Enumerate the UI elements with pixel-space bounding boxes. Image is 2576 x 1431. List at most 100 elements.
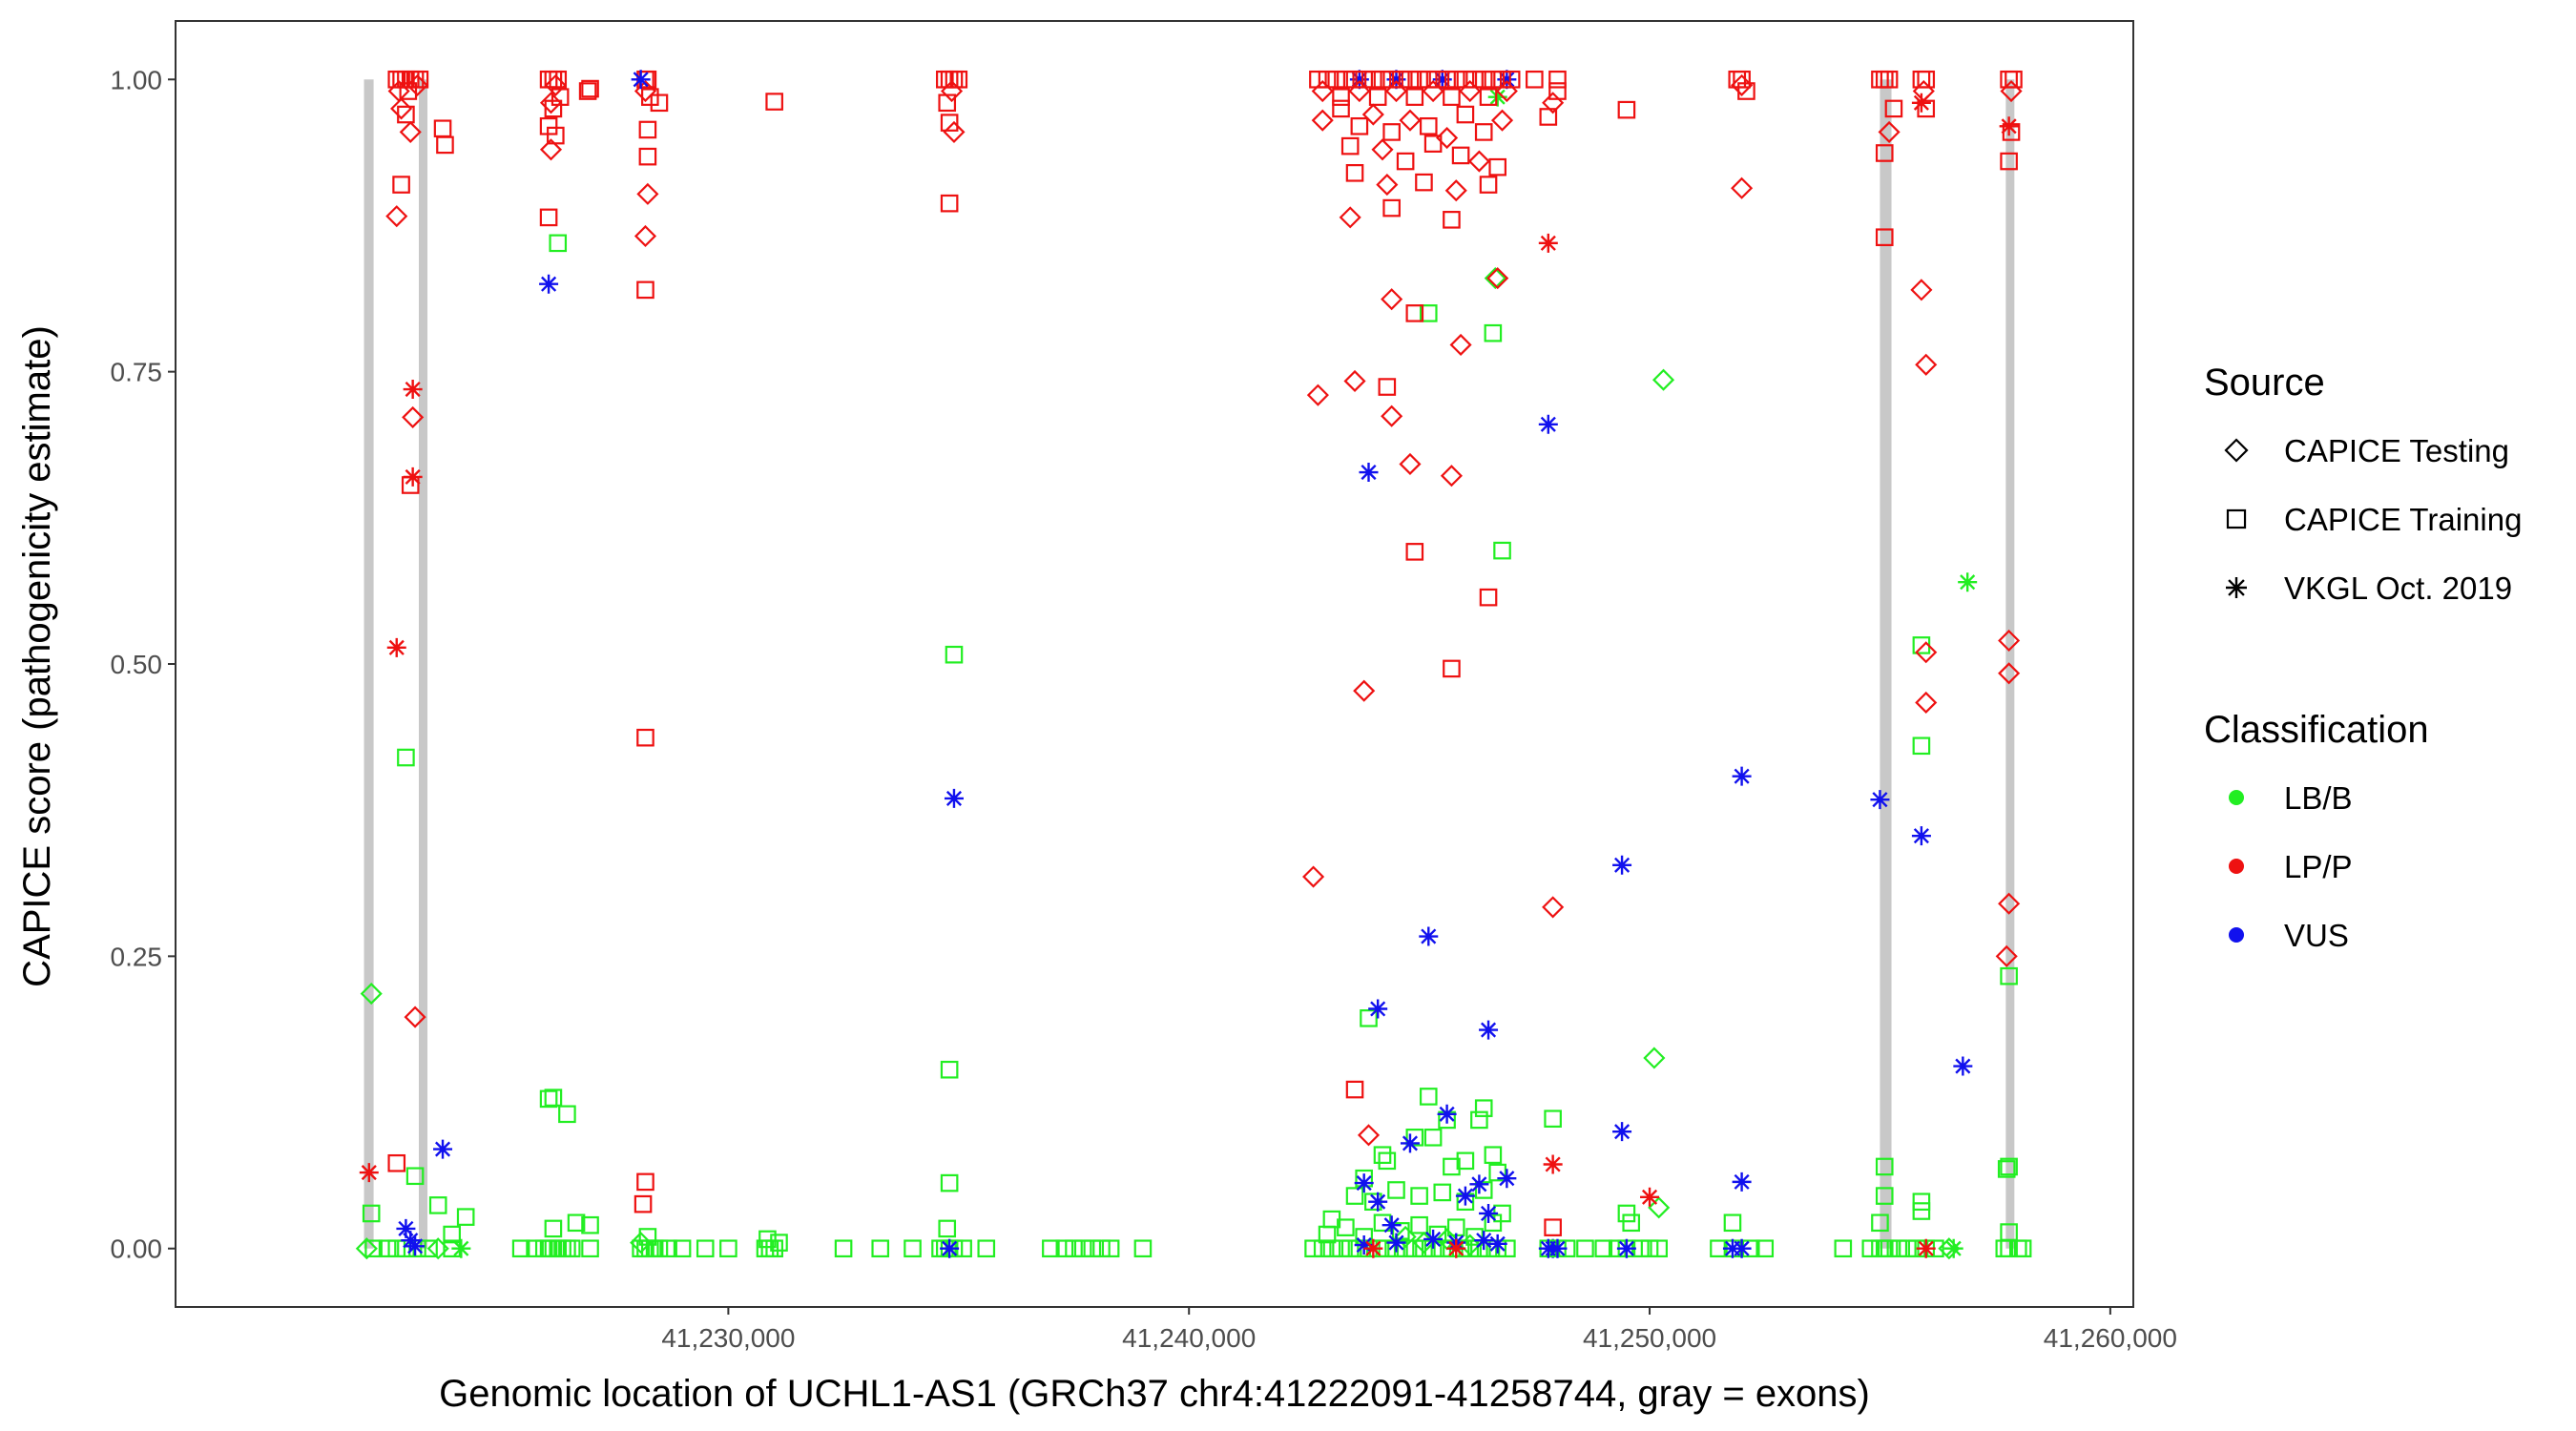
data-point-square-lb: [1396, 1239, 1415, 1258]
data-point-square-lp: [1479, 588, 1498, 607]
legend-classification-label: LB/B: [2284, 780, 2353, 816]
data-point-asterisk-vus: [539, 274, 559, 294]
data-point-diamond-lp: [539, 138, 563, 161]
data-point-square-lp: [1350, 116, 1369, 135]
data-point-diamond-lp: [943, 120, 966, 143]
data-point-square-lp: [410, 70, 429, 89]
data-point-asterisk-vus: [1386, 70, 1406, 90]
data-point-square-lb: [1899, 1239, 1917, 1258]
data-point-asterisk-lb: [1943, 1238, 1963, 1258]
data-point-square-lp: [1396, 152, 1415, 171]
data-point-diamond-lp: [390, 97, 413, 120]
data-point-asterisk-vus: [1437, 1104, 1457, 1124]
data-point-diamond-lp: [1311, 109, 1334, 132]
data-point-asterisk-lp: [1543, 1154, 1563, 1174]
data-point-diamond-lp: [1302, 865, 1325, 888]
data-point-diamond-lp: [1348, 79, 1371, 103]
data-point-square-lb: [1875, 1157, 1894, 1176]
data-point-asterisk-vus: [1455, 1186, 1475, 1206]
legend-source-label: VKGL Oct. 2019: [2284, 570, 2512, 606]
data-point-square-lb: [1387, 1181, 1405, 1199]
data-point-diamond-lp: [405, 73, 429, 96]
data-point-square-lb: [1544, 1110, 1562, 1129]
data-point-square-lb: [1465, 1228, 1484, 1246]
data-point-asterisk-lb: [1487, 87, 1507, 107]
data-point-diamond-lp: [1998, 662, 2021, 685]
data-point-square-lb: [1912, 1192, 1931, 1212]
data-point-square-lb: [1042, 1239, 1060, 1258]
data-point-square-lb: [443, 1225, 461, 1244]
data-point-square-lp: [1474, 123, 1493, 141]
legend-classification-title: Classification: [2204, 709, 2429, 751]
data-point-square-lp: [1364, 70, 1382, 89]
data-point-diamond-lp: [1915, 353, 1938, 376]
x-tick-label: 41,240,000: [1122, 1323, 1256, 1353]
data-point-diamond-lp: [1306, 384, 1329, 406]
data-point-asterisk-vus: [1349, 70, 1369, 90]
data-point-square-lp: [1345, 1080, 1364, 1099]
data-point-asterisk-vus: [396, 1218, 416, 1238]
data-point-square-lp: [1474, 70, 1493, 89]
data-point-square-lp: [1479, 176, 1498, 194]
data-point-square-lp: [1917, 70, 1936, 89]
data-point-square-lb: [1133, 1239, 1153, 1258]
data-point-asterisk-vus: [1612, 1122, 1632, 1142]
data-point-asterisk-vus: [433, 1139, 453, 1159]
data-point-square-lb: [1360, 1009, 1378, 1027]
data-point-square-lb: [1650, 1239, 1668, 1258]
data-point-square-lb: [1332, 1239, 1350, 1258]
data-point-diamond-lb: [1484, 267, 1506, 290]
data-point-square-lp: [938, 93, 957, 113]
data-point-square-lb: [977, 1239, 996, 1258]
y-tick-label: 0.25: [111, 942, 163, 971]
data-point-square-lb: [770, 1234, 788, 1252]
data-point-square-lp: [636, 1172, 654, 1192]
data-point-square-lp: [2005, 70, 2023, 89]
legend-classification-items: LB/B LP/P VUS: [2229, 780, 2353, 953]
data-point-square-lb: [362, 1204, 381, 1223]
data-point-square-lp: [1378, 378, 1397, 396]
data-point-asterisk-vus: [1359, 463, 1379, 483]
data-point-diamond-lp: [1998, 892, 2021, 915]
data-point-diamond-lp: [1998, 629, 2021, 653]
legend-lp-swatch-icon: [2229, 859, 2244, 874]
data-point-asterisk-vus: [1548, 1238, 1568, 1258]
data-point-square-lb: [940, 1173, 959, 1192]
data-point-asterisk-lp: [1911, 93, 1931, 113]
data-point-square-lb: [1405, 1239, 1424, 1258]
data-point-square-lp: [638, 120, 657, 139]
data-point-square-lb: [1101, 1239, 1120, 1258]
data-point-diamond-lb: [1394, 1225, 1417, 1249]
data-point-asterisk-vus: [944, 788, 964, 808]
data-point-square-lp: [539, 208, 558, 227]
data-point-diamond-lp: [1878, 120, 1901, 143]
data-point-square-lb: [673, 1239, 692, 1258]
data-point-square-lp: [387, 1153, 406, 1172]
data-point-square-lb: [1498, 1239, 1516, 1258]
data-point-square-lp: [399, 82, 418, 100]
data-point-asterisk-vus: [1870, 790, 1890, 810]
data-point-square-lb: [1415, 1239, 1433, 1258]
data-point-square-lb: [1997, 1160, 2016, 1178]
data-point-asterisk-vus: [1497, 70, 1517, 90]
data-point-square-lp: [2002, 123, 2021, 141]
data-point-square-lp: [1456, 105, 1475, 124]
data-point-diamond-lp: [1399, 109, 1422, 132]
data-point-asterisk-lp: [403, 380, 423, 400]
data-point-diamond-lp: [1542, 896, 1565, 919]
data-point-diamond-lp: [1915, 691, 1938, 714]
data-point-asterisk-vus: [1538, 414, 1558, 434]
data-point-square-lp: [1368, 88, 1387, 106]
data-point-diamond-lb: [1648, 1196, 1671, 1219]
data-point-square-lp: [1488, 157, 1507, 176]
data-point-asterisk-lp: [1999, 116, 2019, 136]
data-point-diamond-lp: [1449, 333, 1472, 357]
data-point-square-lb: [1073, 1239, 1092, 1258]
data-point-diamond-lp: [1444, 179, 1467, 202]
data-point-diamond-lp: [544, 73, 567, 96]
data-point-asterisk-vus: [1479, 1020, 1499, 1040]
data-point-square-lb: [378, 1239, 397, 1258]
data-point-asterisk-vus: [1612, 855, 1632, 875]
data-point-square-lb: [1755, 1239, 1775, 1258]
